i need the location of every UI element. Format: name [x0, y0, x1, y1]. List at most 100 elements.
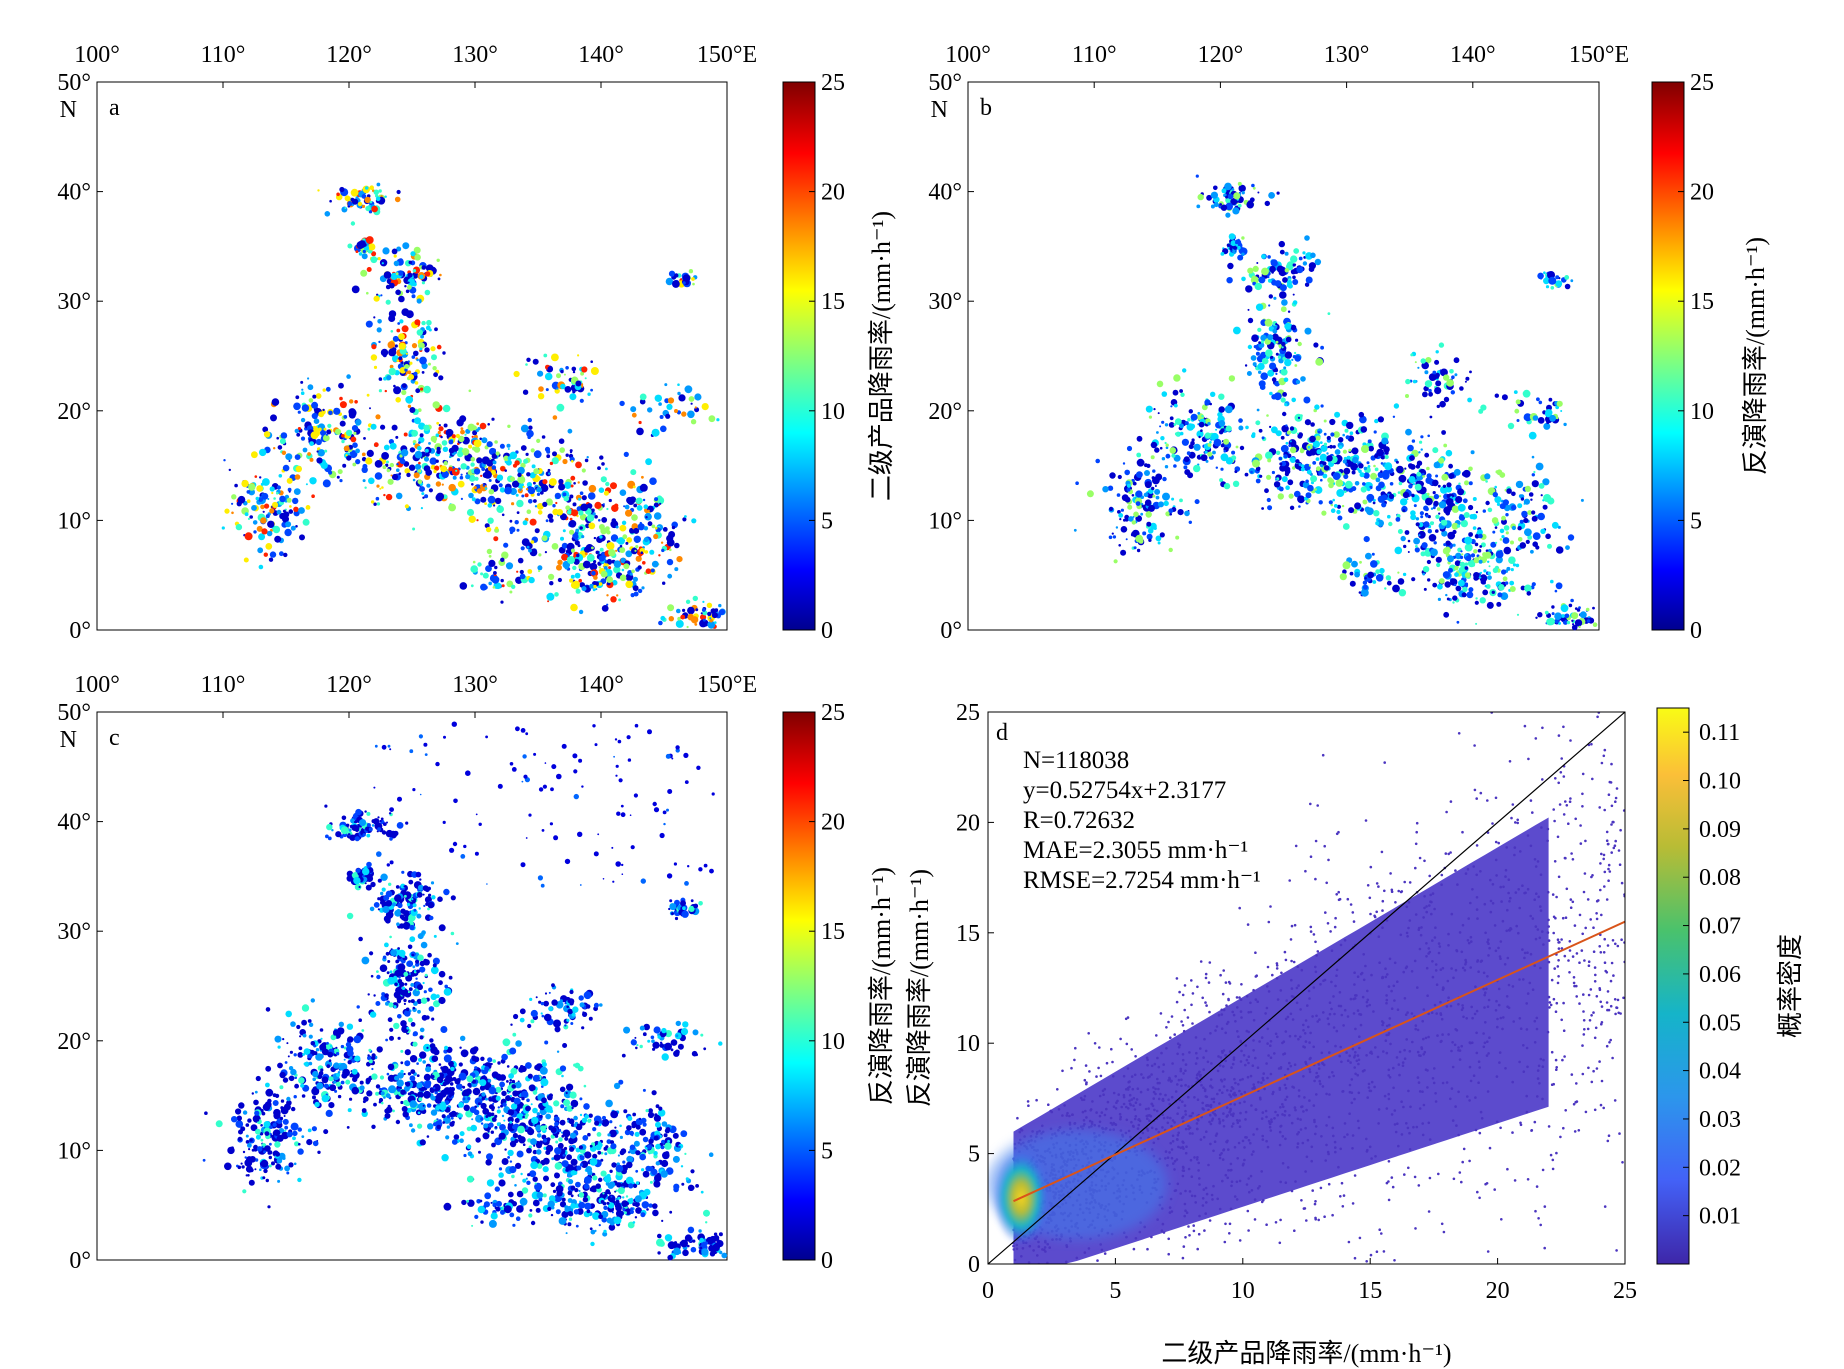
- rain-cell: [409, 924, 415, 931]
- rain-cell: [423, 385, 431, 394]
- rain-cell: [1332, 445, 1336, 449]
- rain-cell: [1232, 207, 1240, 215]
- rain-cell: [509, 526, 516, 533]
- rain-cell: [1284, 466, 1291, 473]
- rain-cell: [567, 556, 575, 564]
- rain-cell: [1292, 275, 1296, 280]
- rain-cell: [426, 1046, 429, 1049]
- rain-cell: [624, 504, 630, 510]
- rain-cell: [598, 487, 605, 494]
- rain-cell: [1467, 559, 1476, 568]
- rain-cell: [264, 503, 270, 509]
- rain-cell: [595, 550, 600, 555]
- rain-cell: [1292, 300, 1298, 305]
- rain-cell: [400, 908, 406, 914]
- rain-cell: [1574, 607, 1578, 610]
- rain-cell: [349, 399, 354, 404]
- rain-cell: [423, 958, 428, 964]
- rain-cell: [1344, 428, 1349, 433]
- rain-cell: [254, 1168, 257, 1171]
- rain-cell: [270, 414, 277, 422]
- rain-cell: [1228, 194, 1234, 199]
- rain-cell: [276, 1158, 283, 1164]
- rain-cell: [1363, 472, 1370, 479]
- rain-cell: [1165, 453, 1171, 459]
- rain-cell: [552, 415, 558, 420]
- rain-cell: [1220, 443, 1225, 448]
- rain-cell: [522, 389, 529, 395]
- rain-cell: [587, 1132, 591, 1137]
- rain-cell: [457, 451, 464, 458]
- rain-cell: [575, 380, 582, 387]
- rain-cell: [1444, 581, 1451, 588]
- rain-cell: [337, 1071, 341, 1074]
- rain-cell: [247, 517, 251, 521]
- rain-cell: [386, 1072, 390, 1076]
- rain-cell: [329, 1044, 333, 1048]
- rain-cell: [450, 931, 455, 936]
- rain-cell: [242, 1189, 247, 1194]
- rain-cell: [1479, 576, 1482, 579]
- rain-cell: [406, 960, 414, 967]
- rain-cell: [1273, 392, 1282, 401]
- rain-field: [202, 721, 728, 1261]
- rain-cell: [245, 1123, 250, 1127]
- rain-cell: [436, 258, 440, 262]
- rain-cell: [547, 468, 551, 472]
- rain-cell: [1503, 546, 1512, 555]
- rain-cell: [1413, 537, 1420, 545]
- rain-cell: [1261, 436, 1265, 440]
- rain-cell: [387, 976, 396, 985]
- rain-cell: [526, 429, 534, 438]
- rain-cell: [501, 551, 509, 559]
- rain-cell: [397, 1088, 401, 1092]
- rain-cell: [639, 483, 648, 492]
- rain-cell: [1201, 404, 1208, 411]
- rain-cell: [1207, 451, 1213, 457]
- rain-cell: [376, 970, 379, 973]
- rain-cell: [1224, 405, 1233, 414]
- rain-cell: [433, 372, 438, 378]
- rain-cell: [1169, 447, 1177, 454]
- rain-cell: [1179, 389, 1183, 393]
- rain-cell: [1269, 391, 1273, 396]
- rain-cell: [598, 566, 601, 569]
- rain-cell: [319, 1028, 324, 1032]
- rain-cell: [396, 463, 399, 466]
- rain-cell: [1302, 251, 1306, 255]
- rain-cell: [404, 468, 411, 474]
- rain-cell: [435, 433, 440, 438]
- rain-cell: [522, 520, 528, 526]
- rain-cell: [1196, 204, 1201, 209]
- rain-cell: [1275, 450, 1281, 455]
- rain-cell: [1241, 236, 1245, 240]
- rain-cell: [539, 1066, 548, 1075]
- rain-cell: [282, 509, 286, 513]
- rain-cell: [285, 521, 292, 528]
- rain-cell: [497, 1061, 501, 1065]
- rain-cell: [1411, 439, 1416, 443]
- rain-cell: [620, 557, 626, 564]
- rain-cell: [1538, 400, 1543, 405]
- rain-cell: [1501, 515, 1506, 521]
- rain-cell: [1557, 525, 1561, 529]
- rain-cell: [430, 346, 436, 352]
- rain-cell: [1273, 296, 1277, 300]
- rain-cell: [398, 356, 403, 361]
- rain-cell: [561, 1197, 566, 1202]
- rain-cell: [1342, 449, 1347, 454]
- rain-cell: [1528, 431, 1537, 440]
- rain-cell: [1144, 499, 1152, 507]
- rain-cell: [435, 994, 440, 999]
- rain-cell: [509, 1140, 517, 1148]
- rain-cell: [1372, 580, 1377, 584]
- rain-cell: [1429, 415, 1433, 419]
- rain-cell: [1170, 405, 1173, 408]
- rain-cell: [227, 1146, 235, 1155]
- rain-cell: [528, 548, 532, 553]
- rain-cell: [353, 821, 356, 823]
- rain-cell: [1507, 422, 1515, 430]
- rain-cell: [370, 974, 374, 978]
- rain-cell: [269, 551, 277, 558]
- rain-cell: [630, 469, 637, 476]
